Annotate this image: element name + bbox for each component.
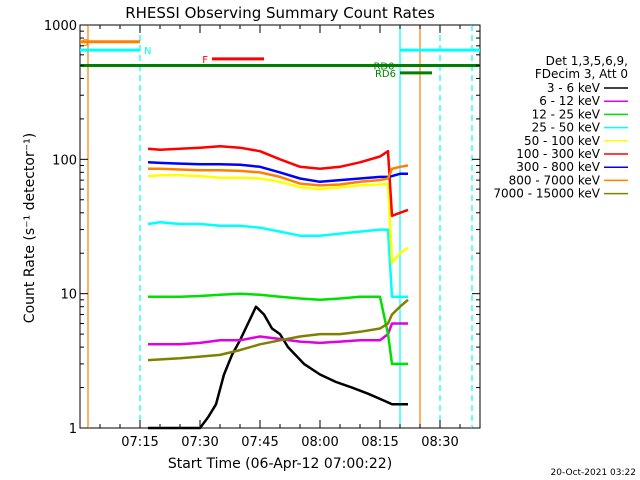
legend-entry-label: 7000 - 15000 keV bbox=[493, 187, 600, 201]
y-tick-label: 1000 bbox=[44, 19, 77, 34]
series-layer bbox=[147, 145, 409, 430]
y-tick-label: 100 bbox=[52, 153, 77, 168]
series-line bbox=[148, 305, 408, 430]
legend-entry-label: 6 - 12 keV bbox=[539, 94, 601, 108]
legend-entry-label: 12 - 25 keV bbox=[532, 107, 601, 121]
y-tick-label: 1 bbox=[69, 422, 77, 437]
annotation-label: S bbox=[82, 38, 88, 49]
series-line bbox=[148, 292, 408, 366]
x-axis-label: Start Time (06-Apr-12 07:00:22) bbox=[168, 456, 392, 472]
timestamp: 20-Oct-2021 03:22 bbox=[551, 468, 636, 478]
annotation-label: RD0 bbox=[373, 61, 394, 72]
x-tick-label: 08:15 bbox=[361, 435, 398, 450]
axes-layer: 1 10 100 1000 07:15 07:30 07:45 08:00 08:15 08:30 bbox=[44, 19, 481, 450]
series-line bbox=[148, 322, 408, 346]
annotation-label: N bbox=[144, 46, 151, 57]
legend-entry-label: 25 - 50 keV bbox=[532, 121, 601, 135]
annotation-label: F bbox=[202, 55, 208, 66]
legend-header-line-1: Det 1,3,5,6,9, bbox=[546, 54, 628, 68]
legend-header-line-2: FDecim 3, Att 0 bbox=[535, 67, 628, 81]
chart-title: RHESSI Observing Summary Count Rates bbox=[125, 4, 435, 22]
legend-entry-label: 3 - 6 keV bbox=[547, 81, 601, 95]
legend-entry-label: 800 - 7000 keV bbox=[509, 173, 601, 187]
legend-entry-label: 300 - 800 keV bbox=[516, 160, 600, 174]
x-tick-label: 08:00 bbox=[301, 435, 338, 450]
legend-entry-label: 50 - 100 keV bbox=[524, 134, 601, 148]
x-tick-label: 07:15 bbox=[121, 435, 158, 450]
series-line bbox=[147, 174, 409, 264]
y-tick-label: 10 bbox=[60, 288, 77, 303]
vertical-markers bbox=[87, 25, 473, 428]
legend-entry-label: 100 - 300 keV bbox=[516, 147, 600, 161]
x-tick-label: 07:30 bbox=[181, 435, 218, 450]
x-tick-label: 07:45 bbox=[241, 435, 278, 450]
legend: Det 1,3,5,6,9, FDecim 3, Att 0 3 - 6 keV… bbox=[493, 54, 628, 201]
series-line bbox=[148, 164, 409, 187]
y-axis-label: Count Rate (s⁻¹ detector⁻¹) bbox=[22, 133, 38, 323]
series-line bbox=[147, 221, 408, 298]
x-tick-label: 08:30 bbox=[421, 435, 458, 450]
series-line bbox=[147, 298, 409, 362]
annotation-label: RD6 bbox=[375, 69, 396, 80]
